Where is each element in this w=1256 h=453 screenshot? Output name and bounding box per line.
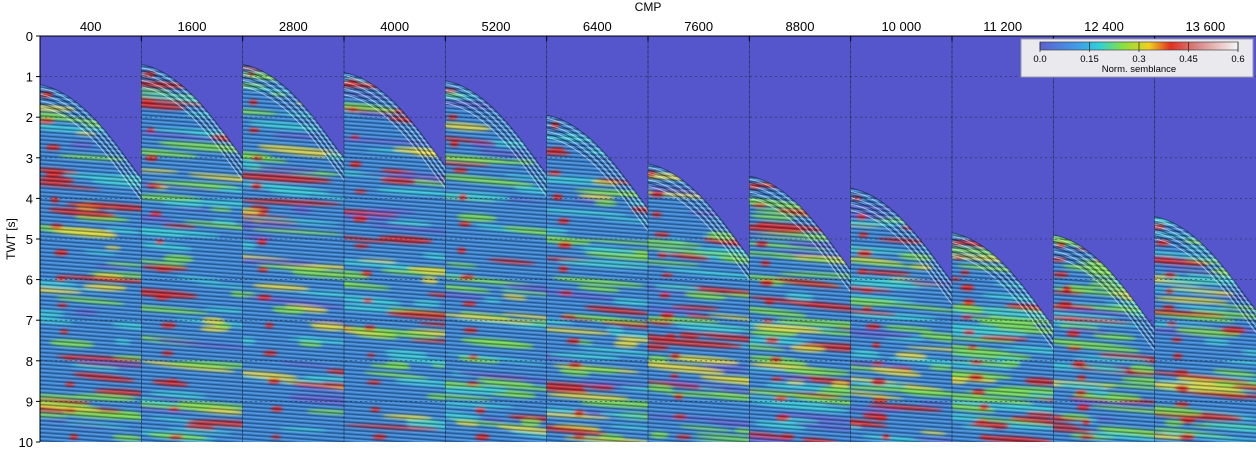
first-break-arc: [1053, 234, 1156, 352]
first-break-arc: [141, 63, 244, 181]
first-break-arc: [749, 175, 852, 293]
y-tick-label: 5: [26, 232, 33, 247]
panel-12: [1154, 36, 1256, 442]
y-tick-label: 7: [26, 313, 33, 328]
colorbar-tick-label: 0.45: [1179, 54, 1198, 65]
first-break-arc: [1154, 216, 1256, 333]
x-tick-label: 7600: [684, 19, 713, 34]
x-tick-label: 13 600: [1185, 19, 1225, 34]
colorbar-tick-label: 0.0: [1033, 54, 1046, 65]
panel-body: [850, 188, 952, 442]
first-break-arc: [242, 63, 345, 181]
x-tick-label: 10 000: [881, 19, 921, 34]
first-break-arc: [647, 163, 750, 280]
x-axis-title: CMP: [635, 0, 662, 14]
y-tick-label: 2: [26, 110, 33, 125]
y-tick-label: 1: [26, 70, 33, 85]
y-tick-label: 6: [26, 273, 33, 288]
colorbar-legend: 0.0 0.15 0.3 0.45 0.6 Norm. semblance: [1020, 38, 1254, 78]
first-break-arc: [40, 84, 142, 201]
x-tick-label: 12 400: [1084, 19, 1124, 34]
panel-9: [850, 36, 953, 442]
first-break-arc: [343, 72, 446, 189]
panel-body: [1154, 216, 1256, 442]
colorbar-tick-label: 0.6: [1231, 54, 1244, 65]
x-ticks: 400 1600 2800 4000 5200 6400 7600 8800 10 000 11 …: [39, 19, 1225, 41]
y-axis-title: TWT [s]: [4, 218, 18, 260]
y-tick-label: 3: [26, 151, 33, 166]
x-tick-label: 6400: [583, 19, 612, 34]
panel-5: [445, 36, 548, 442]
panel-body: [141, 64, 243, 442]
x-tick-label: 2800: [279, 19, 308, 34]
panel-7: [647, 36, 750, 442]
x-tick-label: 4000: [380, 19, 409, 34]
first-break-arc: [850, 187, 953, 305]
colorbar-tick-label: 0.15: [1080, 54, 1099, 65]
x-tick-label: 400: [80, 19, 102, 34]
x-tick-label: 8800: [786, 19, 815, 34]
x-tick-label: 1600: [178, 19, 207, 34]
y-tick-label: 0: [26, 29, 33, 44]
x-tick-label: 11 200: [983, 19, 1022, 34]
panel-body: [546, 115, 648, 442]
y-tick-label: 8: [26, 354, 33, 369]
colorbar-label: Norm. semblance: [1102, 64, 1176, 75]
colorbar-ticks: 0.0 0.15 0.3 0.45 0.6: [1033, 42, 1245, 65]
colorbar-tick-label: 0.3: [1132, 54, 1145, 65]
y-tick-label: 10: [19, 435, 33, 450]
y-tick-label: 9: [26, 394, 33, 409]
panel-6: [546, 36, 649, 442]
panel-body: [445, 80, 547, 442]
x-tick-label: 5200: [482, 19, 511, 34]
y-ticks: 0 1 2 3 4 5 6 7 8 9 10: [19, 29, 40, 450]
y-tick-label: 4: [26, 191, 33, 206]
first-break-arc: [546, 114, 649, 232]
panel-2: [141, 36, 244, 442]
first-break-arc: [951, 232, 1054, 349]
first-break-arc: [445, 80, 548, 197]
